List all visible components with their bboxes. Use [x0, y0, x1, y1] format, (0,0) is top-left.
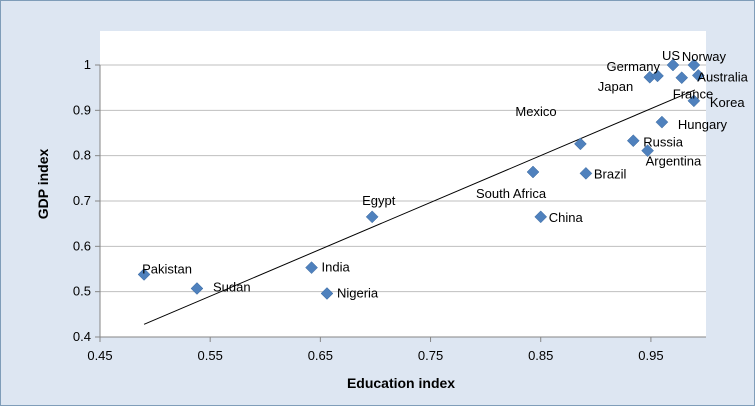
data-point-nigeria [320, 287, 334, 300]
axes: 0.4 0.5 0.6 0.7 0.8 0.9 1 0.45 0.55 0.65 0.75 0.85 0… [73, 57, 706, 363]
trendline [143, 89, 696, 325]
data-points [137, 58, 705, 300]
data-point-us [666, 58, 680, 72]
point-label: Sudan [213, 279, 251, 294]
data-point-argentina [641, 144, 654, 158]
point-label: Germany [607, 59, 661, 74]
data-point-hungary [655, 115, 669, 129]
plot-area [100, 31, 706, 337]
y-tick-label: 0.9 [73, 102, 91, 117]
data-point-mexico [574, 137, 587, 151]
x-axis-title: Education index [347, 375, 455, 391]
trendline-group [143, 89, 696, 325]
y-tick-label: 0.5 [73, 284, 91, 299]
grid-lines [100, 64, 706, 293]
data-point-russia [626, 134, 640, 148]
data-point-egypt [365, 210, 379, 224]
point-label: Argentina [646, 154, 702, 169]
x-tick-label: 0.65 [308, 348, 333, 363]
point-label: Pakistan [142, 261, 192, 276]
point-label: Korea [710, 95, 745, 110]
point-label: South Africa [476, 186, 547, 201]
point-label: China [549, 210, 584, 225]
point-label: Russia [643, 135, 684, 150]
point-label: Nigeria [337, 285, 379, 300]
point-label: US [662, 48, 680, 63]
point-label: India [322, 260, 351, 275]
data-point-france [675, 71, 689, 85]
data-point-india [305, 261, 318, 274]
x-tick-label: 0.45 [87, 348, 112, 363]
y-tick-label: 0.6 [73, 238, 91, 253]
data-point-brazil [579, 166, 593, 180]
y-tick-label: 1 [84, 57, 91, 72]
data-point-australia [691, 69, 705, 82]
point-label: Australia [697, 69, 748, 84]
point-labels: Pakistan Sudan India Nigeria Egypt South Afri… [142, 48, 749, 300]
data-point-sudan [190, 282, 204, 295]
y-axis-title: GDP index [35, 149, 51, 220]
x-tick-label: 0.75 [418, 348, 443, 363]
point-label: Hungary [678, 117, 728, 132]
point-label: France [673, 87, 713, 102]
y-tick-label: 0.7 [73, 193, 91, 208]
point-label: Japan [598, 79, 633, 94]
point-label: Egypt [362, 193, 396, 208]
y-tick-label: 0.8 [73, 148, 91, 163]
data-point-norway [687, 58, 701, 72]
x-tick-label: 0.85 [528, 348, 553, 363]
point-label: Norway [682, 49, 727, 64]
data-point-south-africa [526, 165, 540, 179]
data-point-korea [687, 94, 701, 108]
x-tick-label: 0.95 [638, 348, 663, 363]
point-label: Mexico [515, 104, 556, 119]
x-tick-label: 0.55 [198, 348, 223, 363]
data-point-pakistan [137, 268, 151, 281]
point-label: Brazil [594, 166, 627, 181]
data-point-germany [651, 69, 664, 83]
y-tick-label: 0.4 [73, 329, 91, 344]
data-point-china [534, 210, 548, 224]
